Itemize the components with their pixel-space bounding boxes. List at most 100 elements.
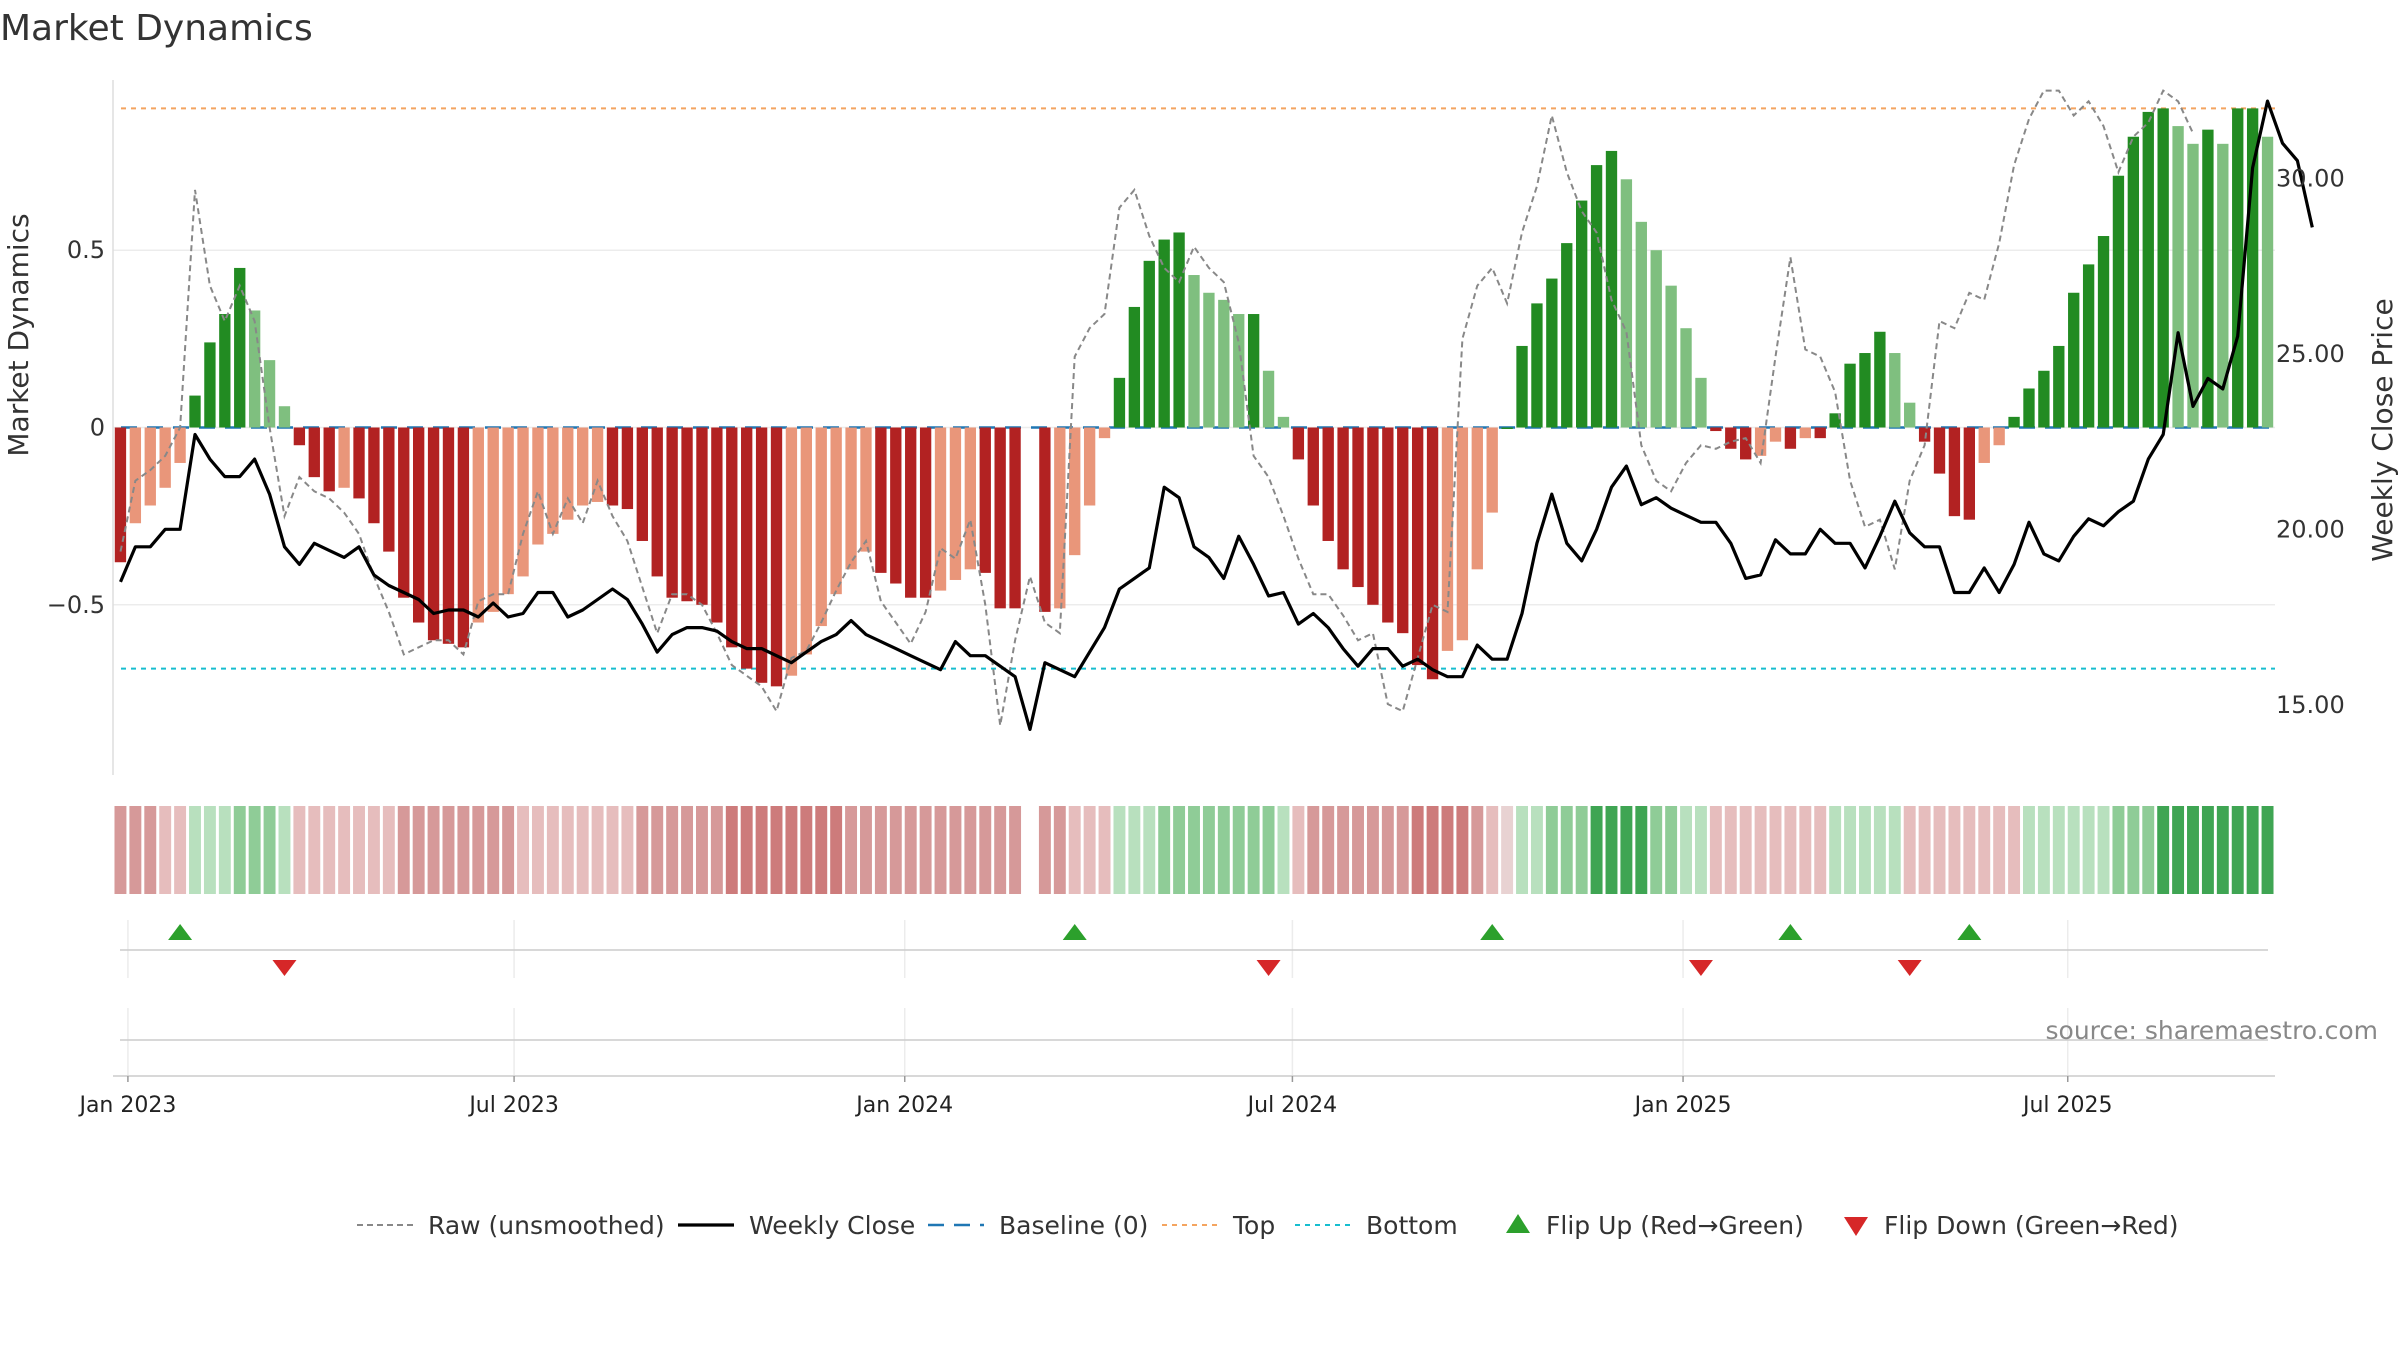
momentum-bar xyxy=(1740,427,1752,460)
momentum-bar xyxy=(1829,413,1841,428)
state-strip-cell xyxy=(740,806,753,894)
state-strip-cell xyxy=(1337,806,1350,894)
momentum-bar xyxy=(1262,370,1275,428)
momentum-bar xyxy=(785,427,798,676)
state-strip-cell xyxy=(2231,806,2244,894)
state-strip-cell xyxy=(2216,806,2229,894)
state-strip-cell xyxy=(1948,806,1961,894)
x-tick-label: Jul 2024 xyxy=(1246,1093,1338,1118)
state-strip-cell xyxy=(1232,806,1245,894)
state-strip-cell xyxy=(203,806,216,894)
state-strip-cell xyxy=(695,806,708,894)
state-strip-cell xyxy=(1471,806,1484,894)
momentum-bar xyxy=(1784,427,1797,449)
state-strip-cell xyxy=(2201,806,2214,894)
momentum-bar xyxy=(114,427,127,563)
momentum-bar xyxy=(1426,427,1439,680)
state-strip-cell xyxy=(189,806,201,894)
legend-item-close: Weekly Close xyxy=(678,1211,915,1240)
state-strip-cell xyxy=(502,806,515,894)
state-strip-cell xyxy=(1575,806,1588,894)
momentum-bar xyxy=(1754,427,1767,456)
legend: Raw (unsmoothed) Weekly Close Baseline (0)… xyxy=(357,1211,2179,1240)
momentum-bar xyxy=(1725,427,1737,449)
state-strip-cell xyxy=(949,806,962,894)
momentum-bar xyxy=(949,427,962,580)
momentum-bar xyxy=(890,427,902,584)
momentum-bar xyxy=(2053,345,2065,428)
state-strip-cell xyxy=(815,806,828,894)
momentum-bar xyxy=(666,427,678,598)
momentum-bar xyxy=(1367,427,1379,605)
state-strip-cell xyxy=(1873,806,1886,894)
momentum-bar xyxy=(159,427,171,488)
momentum-bar xyxy=(2217,143,2229,428)
momentum-bar xyxy=(919,427,932,598)
state-strip-cell xyxy=(889,806,902,894)
state-strip-cell xyxy=(278,806,291,894)
momentum-bar xyxy=(1054,427,1066,609)
momentum-bar xyxy=(2261,136,2274,428)
momentum-bar xyxy=(248,310,261,428)
momentum-bar xyxy=(2232,108,2244,428)
momentum-bar xyxy=(1322,427,1334,541)
state-strip-cell xyxy=(1381,806,1394,894)
state-strip-cell xyxy=(293,806,306,894)
momentum-bar xyxy=(1859,353,1871,428)
legend-label: Flip Up (Red→Green) xyxy=(1546,1211,1804,1240)
state-strip-cell xyxy=(1173,806,1186,894)
state-strip-cell xyxy=(546,806,559,894)
momentum-bar xyxy=(621,427,634,510)
momentum-bar xyxy=(1382,427,1394,623)
momentum-bar xyxy=(398,427,410,598)
flip-up-marker xyxy=(168,924,193,940)
momentum-bar xyxy=(1128,306,1141,428)
momentum-bar xyxy=(532,427,544,545)
momentum-bar xyxy=(1531,303,1543,428)
y-right-tick-label: 25.00 xyxy=(2276,340,2345,368)
momentum-bar xyxy=(964,427,977,570)
momentum-bar xyxy=(1009,427,1021,609)
momentum-bar xyxy=(1471,427,1483,570)
state-strip-cell xyxy=(964,806,977,894)
momentum-bar xyxy=(2127,136,2140,428)
state-strip-cell xyxy=(397,806,410,894)
state-strip-cell xyxy=(1053,806,1066,894)
momentum-bar xyxy=(1218,299,1230,428)
state-strip-cell xyxy=(1352,806,1364,894)
state-strip-cell xyxy=(1784,806,1797,894)
state-strip-cell xyxy=(561,806,574,894)
momentum-bar xyxy=(1814,427,1826,439)
momentum-bar xyxy=(905,427,917,598)
momentum-bar xyxy=(830,427,842,595)
momentum-bar xyxy=(1158,239,1170,428)
legend-flip-up-symbol xyxy=(1506,1214,1530,1233)
series-lines xyxy=(119,89,2314,732)
momentum-bar xyxy=(1695,377,1707,428)
momentum-bar xyxy=(1904,402,1916,428)
state-strip-cell xyxy=(1799,806,1812,894)
momentum-bar xyxy=(860,427,872,552)
momentum-bar xyxy=(1203,292,1215,428)
flip-down-marker xyxy=(1256,960,1281,976)
momentum-bar xyxy=(979,427,991,573)
state-strip-cell xyxy=(1202,806,1215,894)
momentum-bar xyxy=(1769,427,1782,442)
state-strip-cell xyxy=(1098,806,1111,894)
state-strip-cell xyxy=(1113,806,1126,894)
legend-label: Bottom xyxy=(1366,1211,1458,1240)
momentum-bar xyxy=(2008,416,2020,428)
momentum-bar xyxy=(1546,278,1558,428)
momentum-bar xyxy=(606,427,619,506)
momentum-bar xyxy=(845,427,857,570)
state-strip-cell xyxy=(1143,806,1156,894)
state-strip-cell xyxy=(412,806,425,894)
state-strip-cell xyxy=(979,806,992,894)
momentum-bar xyxy=(1874,331,1886,428)
momentum-bar xyxy=(547,427,559,534)
state-strip-cell xyxy=(531,806,544,894)
source-credit: source: sharemaestro.com xyxy=(2046,1016,2379,1045)
momentum-bar xyxy=(1963,427,1976,520)
state-strip-cell xyxy=(1411,806,1424,894)
state-strip-cell xyxy=(1307,806,1320,894)
